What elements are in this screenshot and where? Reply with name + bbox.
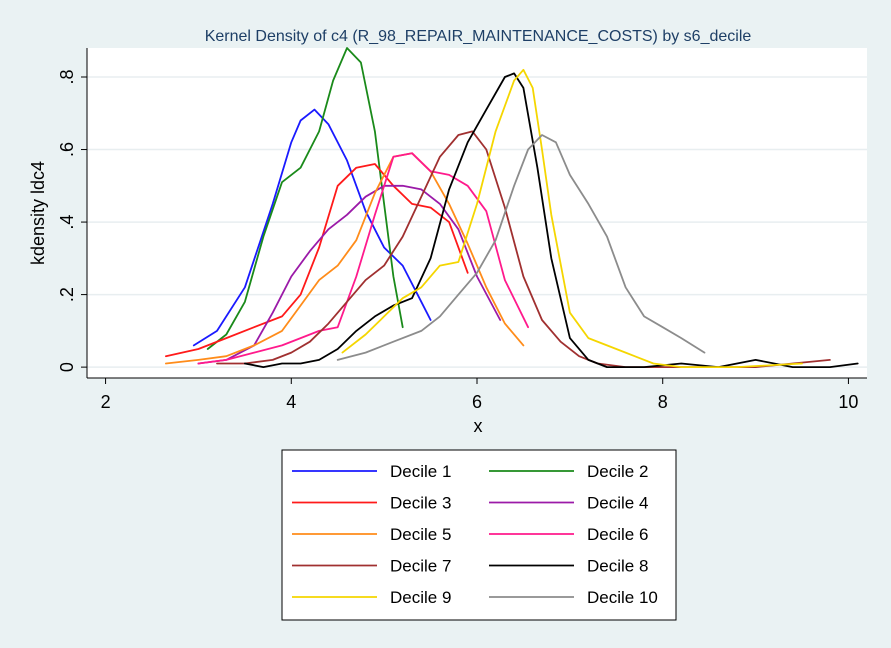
- series-line-5: [164, 152, 525, 365]
- x-ticks: 2 4 6 8 10: [101, 378, 858, 412]
- chart-title: Kernel Density of c4 (R_98_REPAIR_MAINTE…: [205, 28, 752, 45]
- legend: Decile 1 Decile 2 Decile 3 Decile 4 Decile 5…: [281, 449, 677, 621]
- y-tick-label-4: .8: [57, 70, 77, 85]
- legend-items: Decile 1 Decile 2 Decile 3 Decile 4 Decile 5…: [292, 462, 658, 607]
- legend-label-9: Decile 9: [390, 588, 451, 607]
- legend-label-6: Decile 6: [587, 525, 648, 544]
- y-tick-label-3: .6: [57, 142, 77, 157]
- legend-label-2: Decile 2: [587, 462, 648, 481]
- y-axis-title: kdensity ldc4: [28, 161, 48, 265]
- y-tick-label-1: .2: [57, 287, 77, 302]
- series-lines: [164, 47, 859, 369]
- series-line-4: [197, 184, 502, 365]
- series-line-6: [197, 152, 529, 365]
- legend-label-5: Decile 5: [390, 525, 451, 544]
- legend-label-1: Decile 1: [390, 462, 451, 481]
- legend-box: [281, 449, 677, 621]
- x-tick-label-3: 8: [658, 392, 668, 412]
- x-tick-label-2: 6: [472, 392, 482, 412]
- x-tick-label-4: 10: [838, 392, 858, 412]
- y-ticks: 0 .2 .4 .6 .8: [57, 70, 87, 372]
- legend-label-10: Decile 10: [587, 588, 658, 607]
- x-tick-label-1: 4: [286, 392, 296, 412]
- x-tick-label-0: 2: [101, 392, 111, 412]
- legend-label-3: Decile 3: [390, 494, 451, 513]
- x-axis-title: x: [474, 416, 483, 436]
- legend-label-8: Decile 8: [587, 557, 648, 576]
- series-line-1: [192, 108, 432, 347]
- y-tick-label-0: 0: [57, 362, 77, 372]
- plot-background: [87, 48, 867, 378]
- series-line-3: [164, 163, 469, 358]
- legend-label-7: Decile 7: [390, 557, 451, 576]
- y-tick-label-2: .4: [57, 215, 77, 230]
- series-line-9: [341, 68, 803, 369]
- legend-label-4: Decile 4: [587, 494, 648, 513]
- series-line-8: [243, 72, 859, 369]
- series-line-10: [336, 134, 706, 361]
